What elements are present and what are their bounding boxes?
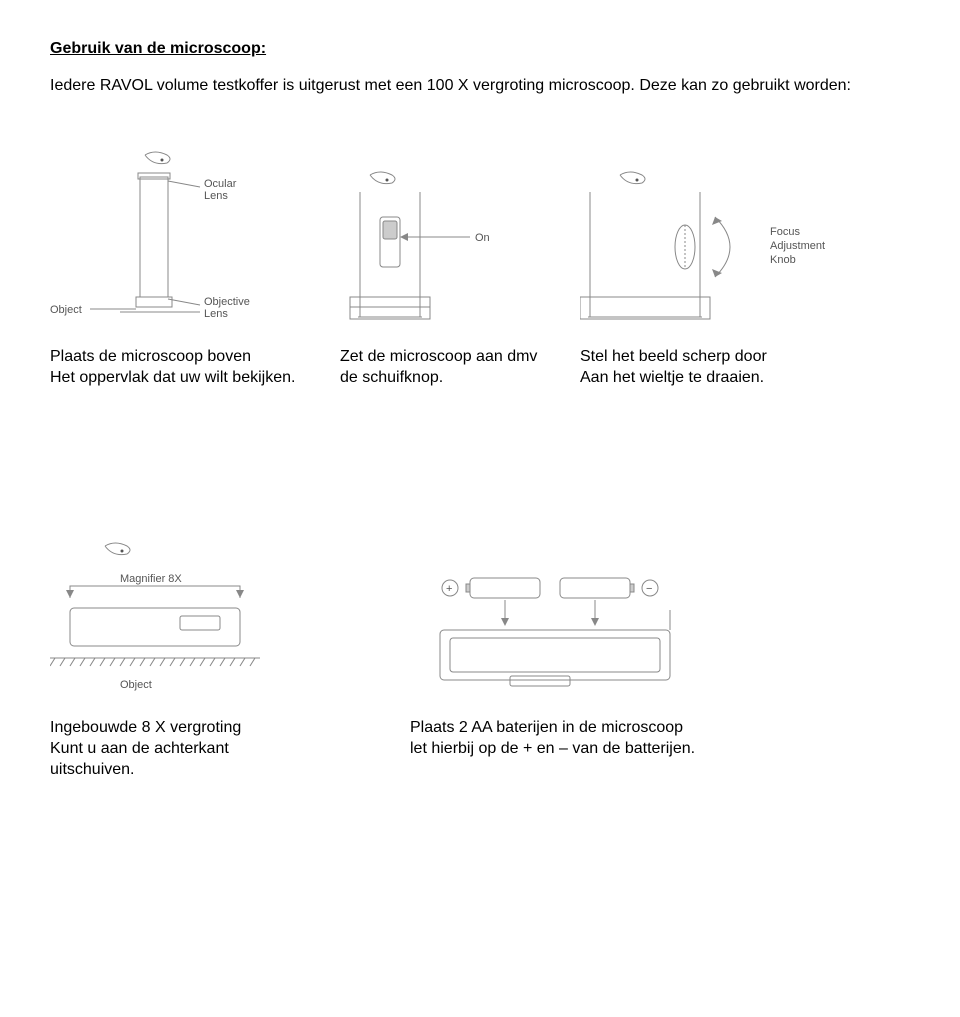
diagram-on-switch: On	[340, 167, 550, 337]
label-object-2: Object	[120, 679, 152, 691]
label-on: On	[475, 232, 490, 244]
label-lens: Lens	[204, 190, 228, 202]
caption-1: Plaats de microscoop boven Het oppervlak…	[50, 347, 310, 389]
label-object: Object	[50, 304, 82, 316]
diagram-magnifier: Magnifier 8X Object	[50, 538, 330, 708]
caption-row-1: Plaats de microscoop boven Het oppervlak…	[50, 347, 910, 389]
label-lens2: Lens	[204, 308, 228, 320]
caption-1b: Het oppervlak dat uw wilt bekijken.	[50, 369, 295, 386]
caption-2a: Zet de microscoop aan dmv	[340, 348, 537, 365]
caption-5: Plaats 2 AA baterijen in de microscoop l…	[410, 718, 730, 780]
caption-1a: Plaats de microscoop boven	[50, 348, 251, 365]
caption-3a: Stel het beeld scherp door	[580, 348, 767, 365]
caption-4: Ingebouwde 8 X vergroting Kunt u aan de …	[50, 718, 330, 780]
intro-text: Iedere RAVOL volume testkoffer is uitger…	[50, 76, 910, 97]
caption-3b: Aan het wieltje te draaien.	[580, 369, 764, 386]
caption-row-2: Ingebouwde 8 X vergroting Kunt u aan de …	[50, 718, 910, 780]
diagram-batteries: + −	[410, 558, 710, 708]
diagram-row-2: Magnifier 8X Object + −	[50, 538, 910, 708]
diagram-focus-knob: Focus Adjustment Knob	[580, 167, 880, 337]
caption-5a: Plaats 2 AA baterijen in de microscoop	[410, 719, 683, 736]
label-focus: Focus	[770, 226, 800, 238]
caption-3: Stel het beeld scherp door Aan het wielt…	[580, 347, 880, 389]
label-ocular: Ocular	[204, 178, 237, 190]
label-magnifier: Magnifier 8X	[120, 573, 182, 585]
caption-4b: Kunt u aan de achterkant	[50, 740, 229, 757]
label-minus: −	[646, 583, 652, 595]
caption-5b: let hierbij op de + en – van de batterij…	[410, 740, 695, 757]
caption-2: Zet de microscoop aan dmv de schuifknop.	[340, 347, 550, 389]
caption-2b: de schuifknop.	[340, 369, 443, 386]
page-title: Gebruik van de microscoop:	[50, 40, 910, 58]
diagram-microscope-lens: Ocular Lens Object Objective Lens	[50, 147, 310, 337]
label-knob: Knob	[770, 254, 796, 266]
diagram-row-1: Ocular Lens Object Objective Lens On	[50, 147, 910, 337]
label-adjustment: Adjustment	[770, 240, 825, 252]
label-plus: +	[446, 583, 452, 595]
label-objective: Objective	[204, 296, 250, 308]
caption-4c: uitschuiven.	[50, 761, 135, 778]
caption-4a: Ingebouwde 8 X vergroting	[50, 719, 241, 736]
